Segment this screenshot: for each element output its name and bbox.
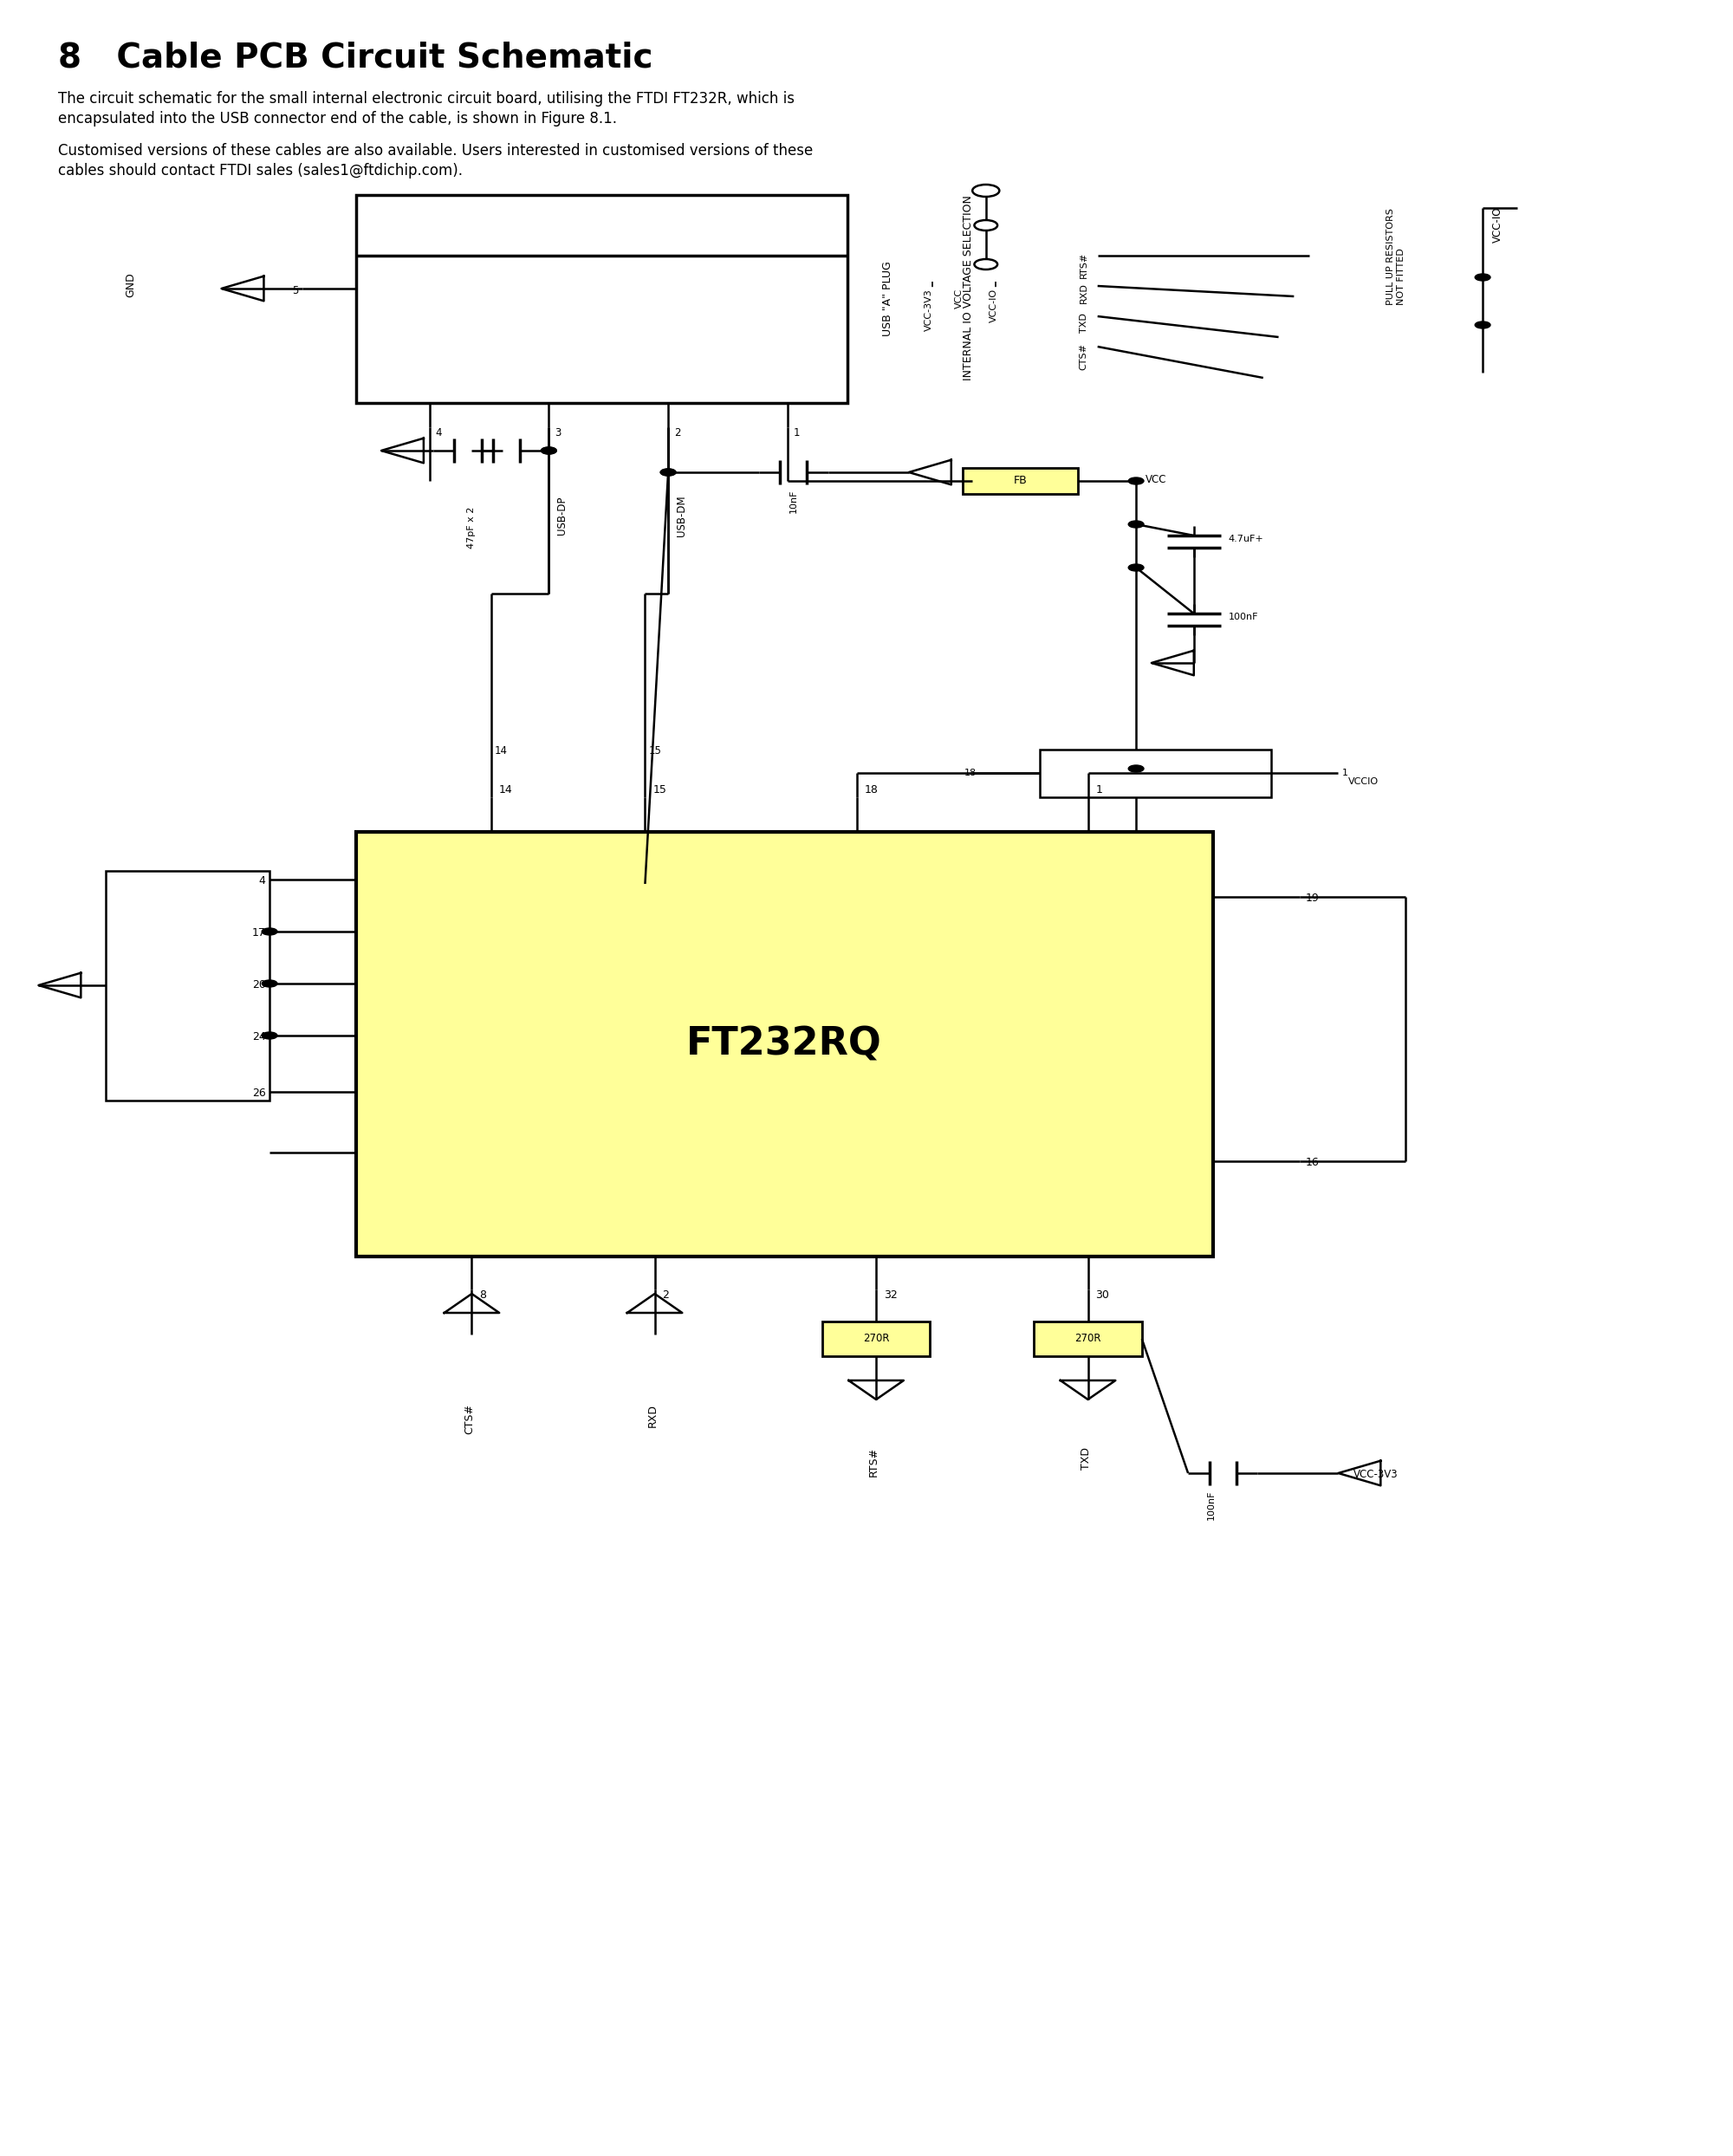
Text: 1: 1 xyxy=(794,427,801,438)
Circle shape xyxy=(974,220,998,231)
Text: GND: GND xyxy=(125,272,137,298)
Text: RTS#: RTS# xyxy=(868,1447,880,1477)
Text: 18: 18 xyxy=(964,770,976,778)
Text: 26: 26 xyxy=(251,1087,265,1100)
Circle shape xyxy=(1128,476,1144,485)
Circle shape xyxy=(1128,565,1144,571)
Text: 8   Cable PCB Circuit Schematic: 8 Cable PCB Circuit Schematic xyxy=(57,41,653,75)
Text: 8: 8 xyxy=(480,1289,487,1300)
Text: VCC: VCC xyxy=(1146,474,1166,485)
Circle shape xyxy=(1128,522,1144,528)
Text: 1: 1 xyxy=(1095,785,1102,796)
Text: 14: 14 xyxy=(496,746,508,757)
Text: 24: 24 xyxy=(251,1031,265,1044)
Text: 15: 15 xyxy=(653,785,667,796)
Text: Customised versions of these cables are also available. Users interested in cust: Customised versions of these cables are … xyxy=(57,142,813,160)
Text: 4: 4 xyxy=(435,427,442,438)
Text: CTS#: CTS# xyxy=(464,1404,475,1434)
Bar xyxy=(357,194,847,403)
Circle shape xyxy=(262,927,277,936)
Text: 5: 5 xyxy=(293,285,298,295)
Text: 17: 17 xyxy=(251,927,265,938)
Text: PULL UP RESISTORS
NOT FITTED: PULL UP RESISTORS NOT FITTED xyxy=(1386,207,1405,304)
Text: encapsulated into the USB connector end of the cable, is shown in Figure 8.1.: encapsulated into the USB connector end … xyxy=(57,110,617,127)
Text: 2: 2 xyxy=(662,1289,669,1300)
Text: USB-DP: USB-DP xyxy=(556,496,568,535)
Text: 4.7uF+: 4.7uF+ xyxy=(1229,535,1263,543)
Text: VCC-3V3: VCC-3V3 xyxy=(1353,1468,1399,1479)
Text: 15: 15 xyxy=(648,746,662,757)
Bar xyxy=(106,871,270,1100)
Text: 19: 19 xyxy=(1305,893,1319,903)
Text: TXD: TXD xyxy=(1080,1447,1092,1470)
Text: RXD: RXD xyxy=(1080,282,1088,304)
Text: 100nF: 100nF xyxy=(1229,612,1258,621)
Text: TXD: TXD xyxy=(1080,313,1088,332)
Bar xyxy=(821,1322,931,1356)
Text: 270R: 270R xyxy=(863,1332,889,1345)
Text: cables should contact FTDI sales (sales1@ftdichip.com).: cables should contact FTDI sales (sales1… xyxy=(57,164,463,179)
Text: VCCIO: VCCIO xyxy=(1348,778,1378,787)
Text: 30: 30 xyxy=(1095,1289,1109,1300)
Text: 20: 20 xyxy=(251,979,265,990)
Circle shape xyxy=(1128,765,1144,772)
Text: 10nF: 10nF xyxy=(789,489,797,513)
Bar xyxy=(964,468,1078,494)
Circle shape xyxy=(972,185,1000,196)
Text: The circuit schematic for the small internal electronic circuit board, utilising: The circuit schematic for the small inte… xyxy=(57,91,794,106)
Text: RTS#: RTS# xyxy=(1080,252,1088,278)
Text: VCC-IO: VCC-IO xyxy=(1492,207,1504,241)
Text: 100nF: 100nF xyxy=(1206,1490,1215,1520)
Text: VCC-IO: VCC-IO xyxy=(990,289,998,323)
Text: 16: 16 xyxy=(1305,1158,1319,1169)
Circle shape xyxy=(262,981,277,987)
Text: 32: 32 xyxy=(884,1289,898,1300)
Text: CTS#: CTS# xyxy=(1080,343,1088,371)
Circle shape xyxy=(541,446,556,455)
Circle shape xyxy=(974,259,998,270)
Text: 47pF x 2: 47pF x 2 xyxy=(468,507,477,550)
Circle shape xyxy=(541,446,556,455)
Text: VCC: VCC xyxy=(955,289,964,308)
Text: 270R: 270R xyxy=(1074,1332,1100,1345)
Bar xyxy=(357,832,1213,1257)
Text: USB-DM: USB-DM xyxy=(676,496,686,537)
Text: 3: 3 xyxy=(555,427,561,438)
Text: FT232RQ: FT232RQ xyxy=(686,1026,882,1063)
Bar xyxy=(1040,750,1270,798)
Text: RXD: RXD xyxy=(646,1404,659,1427)
Text: 18: 18 xyxy=(865,785,879,796)
Text: 1: 1 xyxy=(1341,770,1348,778)
Bar xyxy=(1035,1322,1142,1356)
Circle shape xyxy=(262,1033,277,1039)
Text: 14: 14 xyxy=(499,785,513,796)
Text: 4: 4 xyxy=(258,875,265,886)
Text: 2: 2 xyxy=(674,427,681,438)
Circle shape xyxy=(1475,321,1490,328)
Circle shape xyxy=(660,468,676,476)
Circle shape xyxy=(1475,274,1490,280)
Text: FB: FB xyxy=(1014,474,1028,487)
Text: VCC-3V3: VCC-3V3 xyxy=(924,289,932,330)
Circle shape xyxy=(660,468,676,476)
Text: USB "A" PLUG: USB "A" PLUG xyxy=(882,261,892,336)
Text: INTERNAL IO VOLTAGE SELECTION: INTERNAL IO VOLTAGE SELECTION xyxy=(964,194,974,379)
